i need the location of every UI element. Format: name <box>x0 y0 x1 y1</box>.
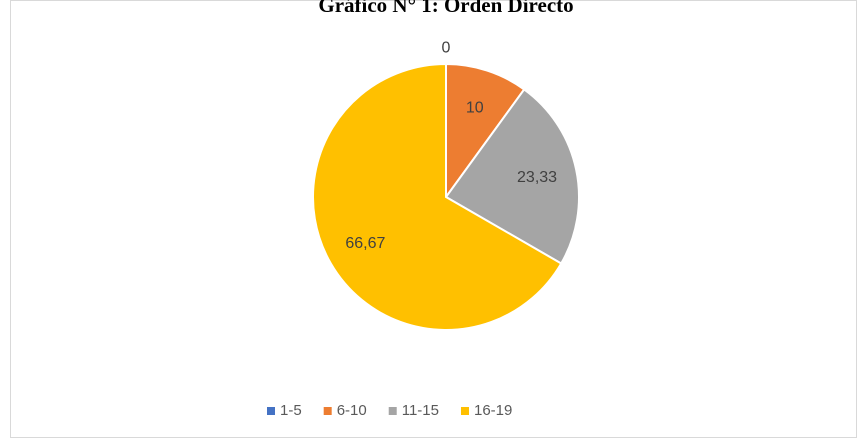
data-label: 66,67 <box>345 235 385 252</box>
pie-slice <box>445 62 526 201</box>
legend-label: 11-15 <box>402 402 439 419</box>
legend-label: 16-19 <box>474 402 512 419</box>
legend-label: 1-5 <box>280 402 302 419</box>
legend-swatch <box>267 407 275 415</box>
legend-swatch <box>323 407 332 415</box>
data-label: 0 <box>442 39 451 56</box>
pie-slice <box>312 62 563 331</box>
data-label: 23,33 <box>517 169 557 186</box>
pie-slice <box>444 88 580 265</box>
legend-swatch <box>388 407 397 415</box>
legend-swatch <box>460 407 469 415</box>
data-label: 10 <box>466 100 484 117</box>
legend-label: 6-10 <box>337 402 367 419</box>
chart-title: Gráfico N° 1: Orden Directo <box>318 0 573 17</box>
